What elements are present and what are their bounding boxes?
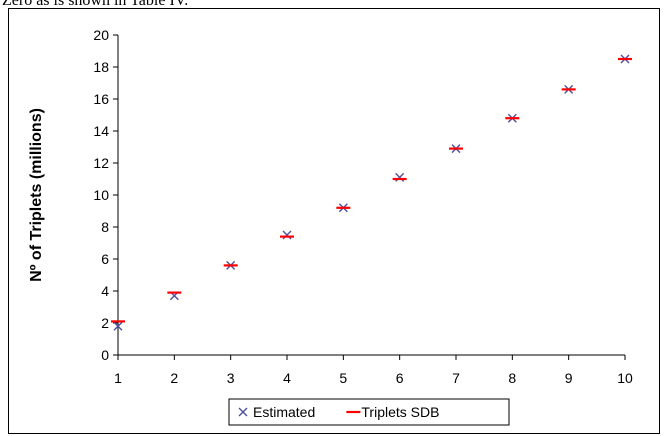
x-tick-label: 1 (114, 370, 122, 386)
y-tick-label: 18 (93, 59, 109, 75)
x-tick-label: 5 (339, 370, 347, 386)
series-estimated (113, 54, 630, 331)
y-tick-label: 12 (93, 155, 109, 171)
series-layer (111, 54, 632, 331)
estimated-point (113, 321, 123, 331)
chart-frame: 0 2 4 6 8 10 12 14 16 18 20 1 2 3 4 5 6 7 8 9 10 Nº of Trip… (8, 8, 660, 434)
x-axis-ticks: 1 2 3 4 5 6 7 8 9 10 (114, 355, 633, 386)
series-triplets-sdb (111, 57, 632, 323)
legend-box (228, 398, 510, 426)
legend-item-triplets-sdb: Triplets SDB (346, 404, 439, 420)
estimated-point (282, 230, 292, 240)
y-tick-label: 20 (93, 27, 109, 43)
y-tick-label: 14 (93, 123, 109, 139)
legend-label: Triplets SDB (361, 404, 439, 420)
y-tick-label: 4 (101, 283, 109, 299)
y-tick-label: 0 (101, 347, 109, 363)
y-tick-label: 16 (93, 91, 109, 107)
x-tick-label: 4 (283, 370, 291, 386)
legend-label: Estimated (253, 404, 315, 420)
y-tick-label: 8 (101, 219, 109, 235)
x-tick-label: 2 (170, 370, 178, 386)
x-tick-label: 9 (565, 370, 573, 386)
legend: Estimated Triplets SDB (228, 398, 510, 426)
caption-fragment: Zero as is shown in Table IV. (2, 0, 189, 9)
legend-items: Estimated Triplets SDB (238, 404, 439, 420)
x-tick-label: 8 (508, 370, 516, 386)
x-tick-label: 6 (396, 370, 404, 386)
x-tick-label: 7 (452, 370, 460, 386)
estimated-point (395, 172, 405, 182)
legend-item-estimated: Estimated (238, 404, 315, 420)
y-tick-label: 6 (101, 251, 109, 267)
y-axis-ticks: 0 2 4 6 8 10 12 14 16 18 20 (93, 27, 118, 363)
legend-marker-estimated (238, 407, 248, 417)
x-tick-label: 3 (227, 370, 235, 386)
y-tick-label: 10 (93, 187, 109, 203)
axes (117, 35, 625, 356)
x-tick-label: 10 (617, 370, 633, 386)
y-tick-label: 2 (101, 315, 109, 331)
y-axis-label: Nº of Triplets (millions) (28, 108, 45, 282)
